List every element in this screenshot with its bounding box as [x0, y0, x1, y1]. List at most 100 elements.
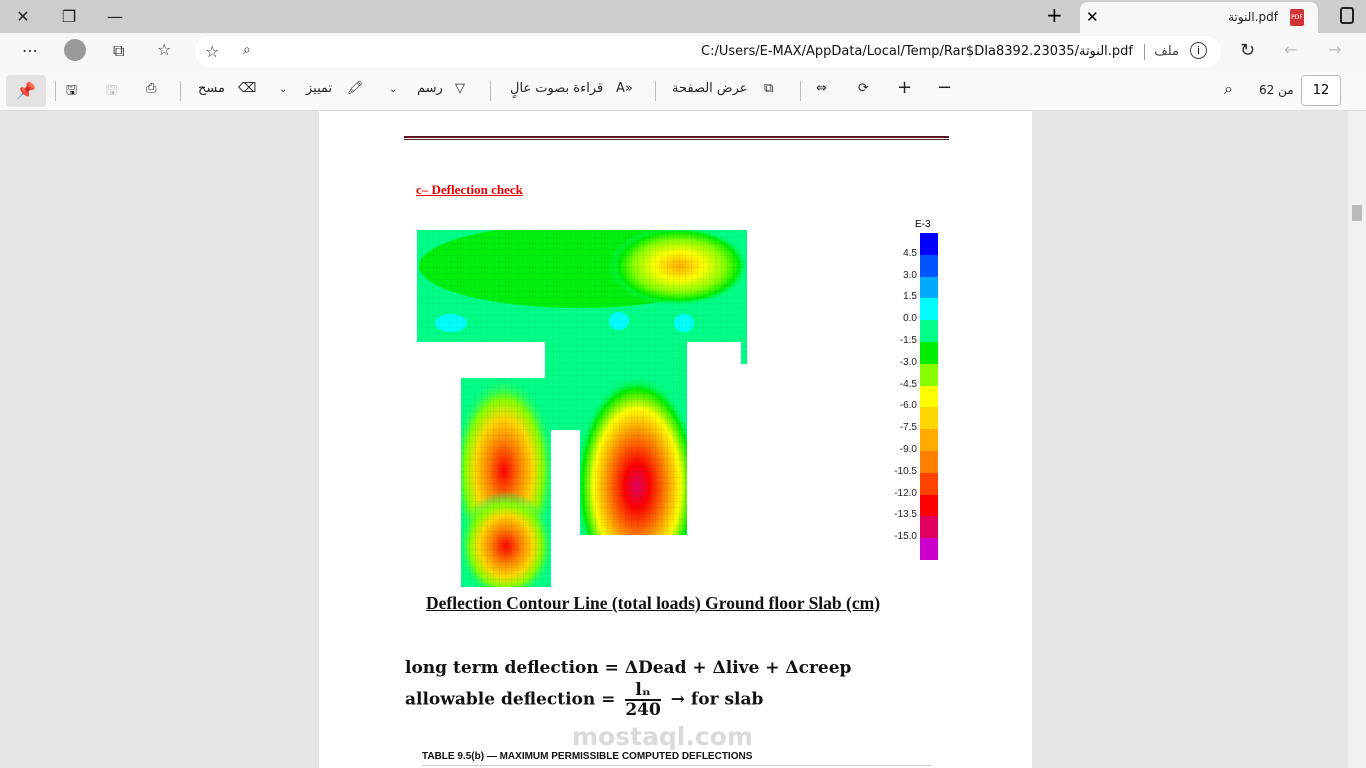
- legend-swatch: [920, 407, 938, 430]
- eq-left: allowable deflection =: [405, 689, 616, 710]
- long-term-equation: long term deflection = ΔDead + Δlive + Δ…: [405, 658, 852, 678]
- divider: [180, 81, 181, 101]
- close-window-button[interactable]: ✕: [16, 7, 30, 26]
- divider: [490, 81, 491, 101]
- page-number-input[interactable]: 12: [1301, 75, 1341, 106]
- search-icon[interactable]: ⌕: [1224, 79, 1233, 98]
- new-tab-button[interactable]: +: [1046, 3, 1063, 27]
- page-count: من 62: [1259, 83, 1294, 97]
- page-view-button[interactable]: عرض الصفحة: [672, 81, 748, 96]
- favorites-icon[interactable]: ☆: [157, 40, 172, 59]
- profile-avatar[interactable]: [64, 39, 86, 61]
- rotate-icon[interactable]: ⟳: [858, 81, 869, 96]
- minimize-window-button[interactable]: —: [107, 7, 123, 26]
- url-text[interactable]: C:/Users/E-MAX/AppData/Local/Temp/Rar$DI…: [701, 44, 1133, 59]
- legend-swatch: [920, 320, 938, 343]
- legend-swatch: [920, 385, 938, 408]
- info-icon[interactable]: i: [1190, 42, 1207, 59]
- legend-label: 0.0: [903, 313, 917, 325]
- draw-icon: ▽: [455, 81, 465, 96]
- legend-swatch: [920, 472, 938, 496]
- forward-icon[interactable]: ←: [1284, 40, 1298, 59]
- scrollbar-thumb[interactable]: [1352, 205, 1362, 221]
- file-label: ملف: [1154, 44, 1179, 59]
- print-icon[interactable]: ⎙: [146, 81, 157, 96]
- collections-icon[interactable]: ⧉: [113, 41, 125, 60]
- tab-actions-icon[interactable]: [1340, 7, 1354, 24]
- draw-button[interactable]: رسم: [417, 81, 443, 96]
- table-rule: [422, 765, 932, 766]
- pin-icon[interactable]: 📌: [6, 75, 46, 107]
- legend-swatch: [920, 233, 938, 256]
- divider: [55, 81, 56, 101]
- legend-label: -1.5: [899, 335, 917, 346]
- chevron-down-icon[interactable]: ⌄: [279, 84, 288, 95]
- legend-label: 4.5: [903, 247, 917, 259]
- divider: [1144, 44, 1145, 60]
- deflection-contour-plot: [417, 230, 747, 587]
- read-aloud-icon: A»: [616, 81, 633, 96]
- read-aloud-button[interactable]: قراءة بصوت عالٍ: [510, 81, 604, 96]
- legend-label: -4.5: [899, 378, 917, 390]
- highlight-button[interactable]: تمييز: [306, 81, 333, 96]
- denominator: 240: [625, 700, 661, 720]
- page-view-icon: ⧉: [764, 81, 774, 96]
- tab-close-button[interactable]: ✕: [1086, 8, 1099, 26]
- tab-title: النوتة.pdf: [1228, 10, 1278, 24]
- restore-window-button[interactable]: ❐: [61, 7, 77, 26]
- legend-label: -6.0: [899, 400, 917, 412]
- fraction: lₙ 240: [625, 681, 661, 719]
- legend-swatch: [920, 451, 938, 474]
- legend-label: -13.5: [894, 509, 917, 521]
- eraser-icon: ⌫: [238, 81, 257, 96]
- section-heading: c– Deflection check: [416, 182, 523, 197]
- back-icon[interactable]: →: [1328, 40, 1342, 59]
- legend-swatch: [920, 363, 938, 387]
- chevron-down-icon[interactable]: ⌄: [389, 84, 398, 95]
- zoom-out-icon[interactable]: −: [937, 77, 953, 98]
- legend-label: -9.0: [899, 444, 917, 455]
- add-favorite-icon[interactable]: ☆: [205, 42, 220, 61]
- pdf-toolbar: 📌 🖫 🖫 ⎙ مسح ⌫ ⌄ تمييز 🖍 ⌄ رسم ▽ قراءة بص…: [0, 71, 1366, 111]
- legend-swatch: [920, 429, 938, 452]
- divider: [800, 81, 801, 101]
- more-icon[interactable]: ⋯: [22, 41, 38, 60]
- legend-swatch: [920, 538, 938, 561]
- zoom-in-icon[interactable]: +: [897, 77, 913, 98]
- fit-width-icon[interactable]: ⇔: [816, 81, 827, 96]
- legend-swatch: [920, 516, 938, 539]
- legend-label: -15.0: [894, 531, 917, 543]
- figure-caption: Deflection Contour Line (total loads) Gr…: [426, 593, 881, 613]
- legend-swatch: [920, 298, 938, 321]
- pdf-page: c– Deflection check E-3 4.5 3.0 1.5 0.0 -1.5…: [319, 111, 1032, 768]
- address-row: ⋯ ⧉ ☆ ☆ ⌕ C:/Users/E-MAX/AppData/Local/T…: [0, 33, 1366, 71]
- erase-button[interactable]: مسح: [198, 81, 225, 96]
- legend-swatch: [920, 494, 938, 517]
- legend-label: -10.5: [894, 465, 917, 477]
- save-icon[interactable]: 🖫: [106, 83, 118, 98]
- numerator: lₙ: [625, 681, 661, 701]
- legend-label: -7.5: [899, 422, 917, 434]
- legend-title: E-3: [915, 219, 931, 230]
- address-bar[interactable]: ☆ ⌕ C:/Users/E-MAX/AppData/Local/Temp/Ra…: [195, 36, 1221, 67]
- eq-right: → for slab: [670, 689, 764, 710]
- legend-swatch: [920, 276, 938, 299]
- table-title: TABLE 9.5(b) — MAXIMUM PERMISSIBLE COMPU…: [422, 751, 753, 762]
- highlighter-icon: 🖍: [347, 81, 364, 96]
- tab-bar: ✕ ❐ — + ✕ النوتة.pdf PDF: [0, 0, 1366, 33]
- pdf-icon: PDF: [1290, 9, 1304, 26]
- header-rule: [404, 136, 949, 140]
- vertical-scrollbar[interactable]: [1348, 111, 1366, 768]
- legend-label: -3.0: [899, 356, 917, 368]
- legend-swatch: [920, 254, 938, 278]
- allowable-equation: allowable deflection = lₙ 240 → for slab: [405, 681, 763, 719]
- tab-pdf[interactable]: ✕ النوتة.pdf PDF: [1080, 2, 1318, 33]
- legend-label: 3.0: [903, 269, 917, 281]
- save-as-icon[interactable]: 🖫: [66, 83, 78, 98]
- refresh-icon[interactable]: ↻: [1240, 40, 1256, 61]
- legend-swatch: [920, 342, 938, 365]
- legend-label: 1.5: [903, 291, 917, 303]
- divider: [655, 81, 656, 101]
- zoom-icon[interactable]: ⌕: [243, 42, 251, 58]
- watermark: mostaql.com: [572, 722, 753, 751]
